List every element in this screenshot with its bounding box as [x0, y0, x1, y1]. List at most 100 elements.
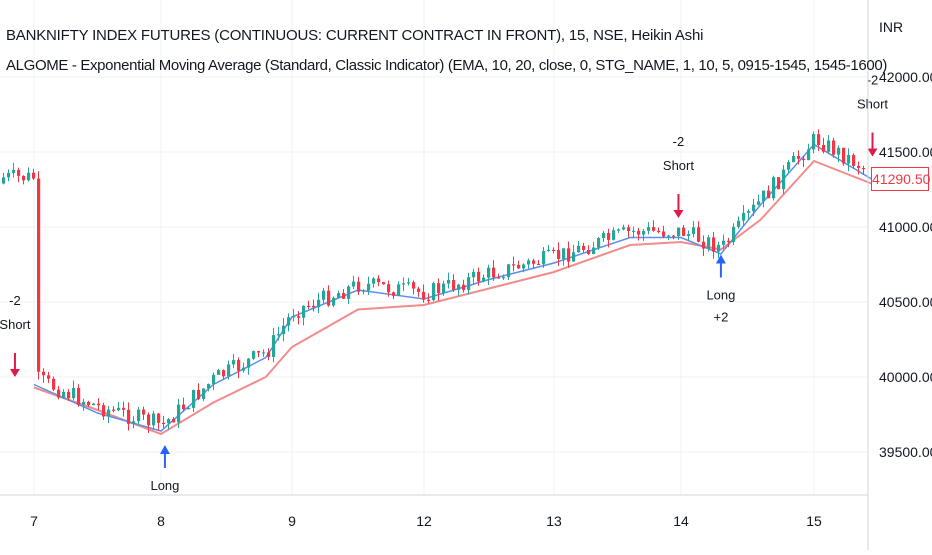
candle-body: [447, 279, 451, 284]
candle-body: [217, 370, 221, 375]
candle-body: [417, 288, 421, 292]
candle-body: [392, 292, 396, 296]
candle-body: [137, 409, 141, 422]
candle-body: [62, 391, 66, 398]
candle-body: [182, 404, 186, 410]
x-tick-label: 7: [30, 513, 38, 529]
candle-body: [412, 282, 416, 289]
candle-body: [117, 407, 121, 411]
candle-body: [542, 251, 546, 265]
candle-body: [317, 299, 321, 308]
candle-body: [622, 227, 626, 230]
candle-body: [257, 351, 261, 353]
candle-body: [77, 387, 81, 405]
candle-body: [757, 201, 761, 205]
candle-body: [377, 278, 381, 283]
candle-body: [172, 419, 176, 423]
candle-body: [827, 140, 831, 152]
signal-text: +2: [713, 310, 728, 325]
candle-body: [422, 291, 426, 300]
candle-body: [567, 248, 571, 262]
candle-body: [157, 413, 161, 423]
candle-body: [17, 169, 21, 176]
candle-body: [242, 367, 246, 371]
ema-slow-line: [33, 159, 880, 436]
x-tick-label: 12: [416, 513, 432, 529]
candle-body: [857, 165, 861, 168]
candle-body: [822, 144, 826, 152]
candle-body: [717, 244, 721, 252]
candle-body: [102, 405, 106, 417]
candle-body: [207, 383, 211, 389]
candle-body: [382, 282, 386, 285]
candle-body: [107, 409, 111, 417]
candle-body: [267, 352, 271, 357]
candle-body: [697, 227, 701, 242]
candle-body: [237, 360, 241, 371]
candle-body: [432, 283, 436, 301]
y-tick-label: 39500.00: [879, 444, 932, 460]
candle-body: [132, 421, 136, 424]
candle-body: [657, 230, 661, 232]
signal-text: Long: [150, 478, 179, 493]
candle-body: [637, 230, 641, 235]
candle-body: [287, 317, 291, 326]
candle-body: [482, 277, 486, 282]
candle-body: [147, 414, 151, 426]
candle-body: [402, 283, 406, 285]
candle-body: [672, 235, 676, 237]
grid-layer: [0, 0, 868, 495]
candle-body: [552, 249, 556, 252]
candle-body: [327, 290, 331, 306]
candle-body: [227, 364, 231, 377]
candle-body: [787, 162, 791, 170]
candle-body: [497, 277, 501, 279]
candle-body: [362, 290, 366, 292]
candle-body: [682, 227, 686, 236]
candle-body: [2, 177, 6, 184]
candle-body: [47, 375, 51, 379]
y-tick-label: 41000.00: [879, 219, 932, 235]
candle-body: [32, 172, 36, 179]
candle-body: [322, 290, 326, 300]
candle-body: [42, 371, 46, 376]
signal-text: -2: [673, 134, 685, 149]
candle-body: [177, 404, 181, 423]
candle-body: [557, 250, 561, 260]
candle-body: [372, 278, 376, 284]
signal-text: -2: [867, 73, 879, 88]
candle-body: [92, 403, 96, 406]
candle-body: [302, 305, 306, 318]
candle-body: [767, 190, 771, 199]
signal-text: Short: [857, 97, 888, 112]
candle-body: [707, 237, 711, 249]
currency-label: INR: [879, 19, 904, 35]
candle-body: [352, 281, 356, 287]
candle-body: [652, 227, 656, 231]
ema-fast-line: [33, 143, 880, 432]
x-tick-label: 8: [157, 513, 165, 529]
candle-body: [852, 154, 856, 166]
x-tick-label: 9: [288, 513, 296, 529]
candle-body: [262, 352, 266, 354]
candle-body: [512, 264, 516, 266]
candle-body: [452, 279, 456, 290]
candle-body: [52, 378, 56, 390]
candle-layer: [2, 129, 866, 433]
candle-body: [297, 316, 301, 318]
candle-body: [612, 230, 616, 240]
candle-body: [642, 230, 646, 235]
candle-body: [232, 360, 236, 365]
candle-body: [727, 240, 731, 243]
candle-body: [67, 391, 71, 399]
candle-body: [772, 177, 776, 199]
long-arrow-head: [715, 254, 726, 264]
signal-text: Short: [663, 158, 694, 173]
y-tick-label: 40500.00: [879, 294, 932, 310]
ema-layer: [33, 143, 880, 436]
candle-body: [647, 227, 651, 231]
candle-body: [332, 297, 336, 306]
candle-body: [517, 264, 521, 269]
candle-body: [337, 293, 341, 298]
